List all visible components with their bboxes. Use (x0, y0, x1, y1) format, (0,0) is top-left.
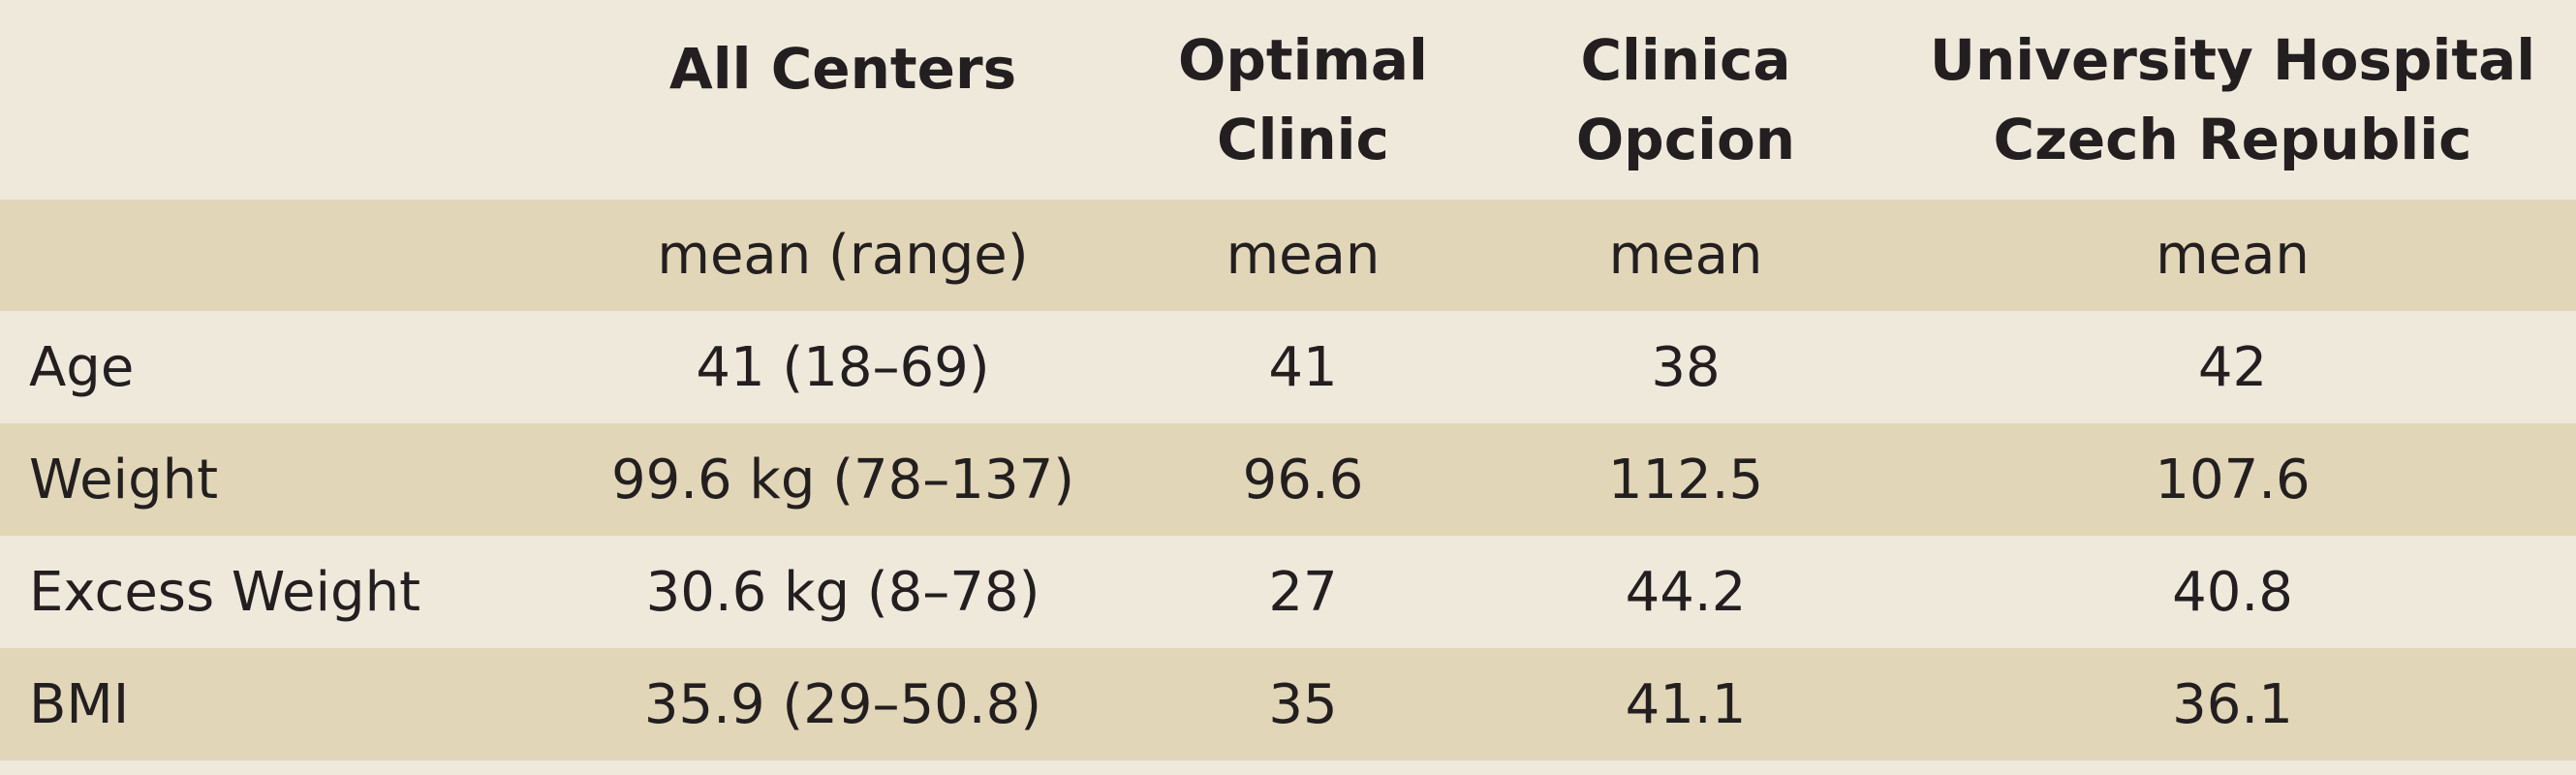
table-subheader-row: mean (range) mean mean mean (0, 200, 2576, 311)
cell-excess-weight-university-hospital: 40.8 (2172, 560, 2293, 624)
row-label-excess-weight: Excess Weight (29, 560, 421, 624)
subheader-cell-empty (0, 200, 562, 311)
table-row-bmi: BMI 35.9 (29–50.8) 35 41.1 36.1 (0, 648, 2576, 760)
cell-age-optimal-clinic: 41 (1268, 335, 1338, 399)
cell-weight-university-hospital: 107.6 (2155, 448, 2311, 512)
table-row-weight: Weight 99.6 kg (78–137) 96.6 112.5 107.6 (0, 423, 2576, 536)
table-header-row: All Centers Optimal Clinic Clinica Opcio… (0, 0, 2576, 200)
subheader-university-hospital: mean (2156, 224, 2310, 287)
cell-age-university-hospital: 42 (2197, 335, 2268, 399)
cell-weight-all-centers: 99.6 kg (78–137) (610, 448, 1075, 512)
row-label-bmi: BMI (29, 672, 130, 736)
subheader-clinica-opcion: mean (1608, 224, 1763, 287)
header-optimal-clinic: Optimal Clinic (1178, 27, 1428, 172)
row-label-weight: Weight (29, 448, 219, 512)
table-row-excess-weight: Excess Weight 30.6 kg (8–78) 27 44.2 40.… (0, 536, 2576, 648)
cell-age-clinica-opcion: 38 (1651, 335, 1721, 399)
header-all-centers: All Centers (668, 36, 1017, 102)
cell-weight-optimal-clinic: 96.6 (1242, 448, 1364, 512)
cell-excess-weight-optimal-clinic: 27 (1268, 560, 1338, 624)
subheader-optimal-clinic: mean (1226, 224, 1381, 287)
cell-weight-clinica-opcion: 112.5 (1607, 448, 1764, 512)
cell-age-all-centers: 41 (18–69) (696, 335, 990, 399)
cell-excess-weight-all-centers: 30.6 kg (8–78) (645, 560, 1040, 624)
subheader-all-centers: mean (range) (657, 224, 1029, 287)
table-row-age: Age 41 (18–69) 41 38 42 (0, 311, 2576, 423)
cell-bmi-all-centers: 35.9 (29–50.8) (643, 672, 1042, 736)
row-label-age: Age (29, 335, 135, 399)
header-clinica-opcion: Clinica Opcion (1575, 27, 1796, 172)
cell-bmi-university-hospital: 36.1 (2172, 672, 2293, 736)
bottom-margin-cell (0, 760, 2576, 775)
header-cell-empty (0, 0, 562, 200)
table-bottom-margin (0, 760, 2576, 775)
cell-excess-weight-clinica-opcion: 44.2 (1625, 560, 1747, 624)
cell-bmi-clinica-opcion: 41.1 (1625, 672, 1747, 736)
header-university-hospital: University Hospital Czech Republic (1929, 27, 2536, 172)
cell-bmi-optimal-clinic: 35 (1268, 672, 1338, 736)
